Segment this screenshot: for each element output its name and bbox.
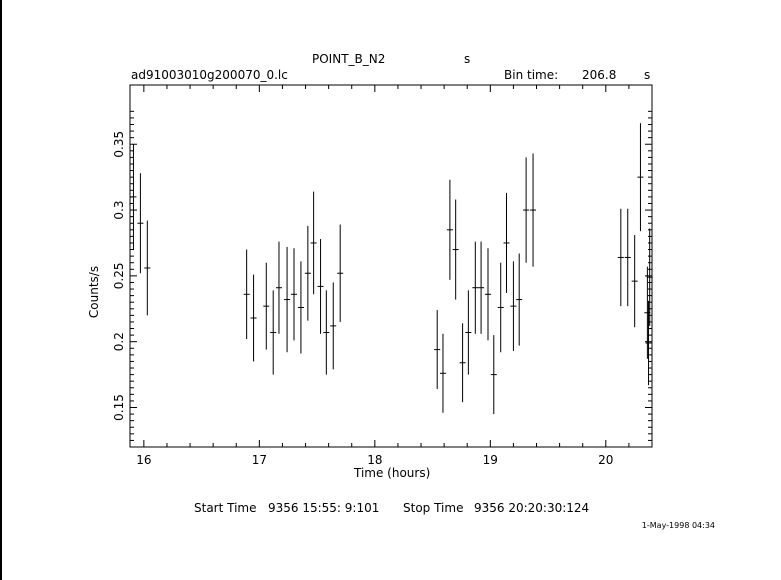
y-tick-label: 0.3: [112, 201, 126, 220]
data-points: [130, 123, 653, 415]
data-point: [270, 290, 277, 375]
data-point: [530, 153, 537, 267]
data-point: [275, 241, 282, 334]
data-point: [510, 261, 517, 351]
window-edge: [0, 0, 2, 580]
y-axis-label: Counts/s: [87, 266, 101, 318]
x-tick-label: 18: [367, 453, 382, 467]
plot-frame: [129, 84, 653, 448]
data-point: [243, 249, 250, 340]
x-tick-label: 17: [252, 453, 267, 467]
y-tick-label: 0.25: [112, 263, 126, 290]
data-point: [330, 282, 337, 370]
data-point: [624, 208, 631, 307]
data-point: [617, 208, 624, 307]
object-unit: s: [464, 52, 470, 66]
data-point: [497, 262, 504, 353]
y-tick-label: 0.35: [112, 131, 126, 158]
x-tick-labels: 16 17 18 19 20: [136, 453, 613, 467]
data-point: [284, 246, 291, 353]
data-point: [434, 310, 441, 390]
y-tick-labels: 0.15 0.2 0.25 0.3 0.35: [112, 131, 126, 421]
data-point: [465, 290, 472, 375]
data-point: [645, 300, 652, 386]
data-point: [130, 144, 137, 250]
data-point: [485, 248, 492, 341]
data-point: [304, 225, 311, 321]
axis-ticks: [130, 85, 652, 447]
data-point: [144, 220, 151, 316]
stop-time-value: 9356 20:20:30:124: [474, 501, 589, 515]
data-point: [137, 173, 144, 274]
data-point: [490, 335, 497, 415]
data-point: [503, 192, 510, 293]
data-point: [516, 253, 523, 346]
data-point: [631, 235, 638, 328]
data-point: [452, 199, 459, 300]
y-tick-label: 0.2: [112, 332, 126, 351]
plot-timestamp: 1-May-1998 04:34: [642, 521, 715, 530]
data-point: [646, 228, 653, 326]
data-point: [290, 248, 297, 341]
bin-time-label: Bin time:: [504, 68, 558, 82]
data-point: [263, 262, 270, 350]
data-point: [478, 241, 485, 334]
file-name: ad91003010g200070_0.lc: [131, 68, 288, 82]
data-point: [297, 261, 304, 354]
data-point: [523, 157, 530, 263]
data-point: [250, 274, 257, 362]
bin-time-unit: s: [644, 68, 650, 82]
x-axis-label: Time (hours): [353, 466, 430, 480]
data-point: [439, 333, 446, 413]
x-tick-label: 20: [598, 453, 613, 467]
x-tick-label: 16: [136, 453, 151, 467]
data-point: [472, 241, 479, 334]
start-time-label: Start Time: [194, 501, 257, 515]
data-point: [323, 290, 330, 375]
data-point: [446, 179, 453, 280]
x-tick-label: 19: [483, 453, 498, 467]
data-point: [317, 239, 324, 334]
object-name: POINT_B_N2: [312, 52, 385, 66]
stop-time-label: Stop Time: [403, 501, 463, 515]
data-point: [310, 191, 317, 295]
data-point: [459, 323, 466, 403]
data-point: [337, 224, 344, 322]
y-tick-label: 0.15: [112, 394, 126, 421]
data-point: [637, 123, 644, 232]
start-time-value: 9356 15:55: 9:101: [268, 501, 379, 515]
bin-time-value: 206.8: [582, 68, 616, 82]
